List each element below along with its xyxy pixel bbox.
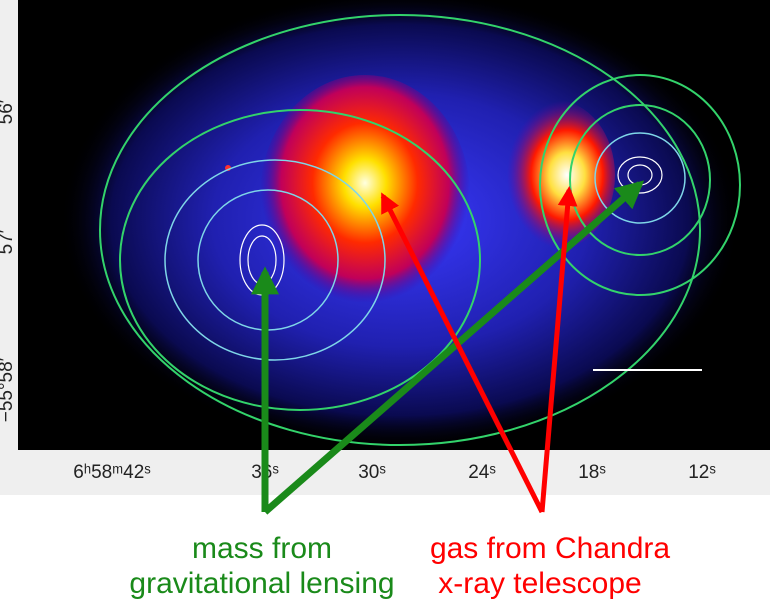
mass-annotation: mass from: [192, 532, 332, 565]
green-contours: [99, 14, 741, 446]
y-tick-labels: 56′ 57′ −55°58′: [0, 99, 17, 422]
mass-annotation: gravitational lensing: [129, 567, 394, 600]
y-tick-label: −55°58′: [0, 357, 17, 422]
x-tick-label: 24ˢ: [468, 462, 496, 483]
mass-arrows: [251, 180, 645, 515]
gas-annotation: x-ray telescope: [438, 567, 641, 600]
x-tick-label: 12ˢ: [688, 462, 716, 483]
gas-annotation: gas from Chandra: [430, 532, 670, 565]
x-tick-label: 6ʰ58ᵐ42ˢ: [73, 462, 151, 483]
y-tick-label: 57′: [0, 229, 17, 254]
x-tick-label: 30ˢ: [358, 462, 386, 483]
gas-arrows: [380, 186, 578, 514]
x-tick-label: 18ˢ: [578, 462, 606, 483]
y-tick-label: 56′: [0, 99, 17, 124]
